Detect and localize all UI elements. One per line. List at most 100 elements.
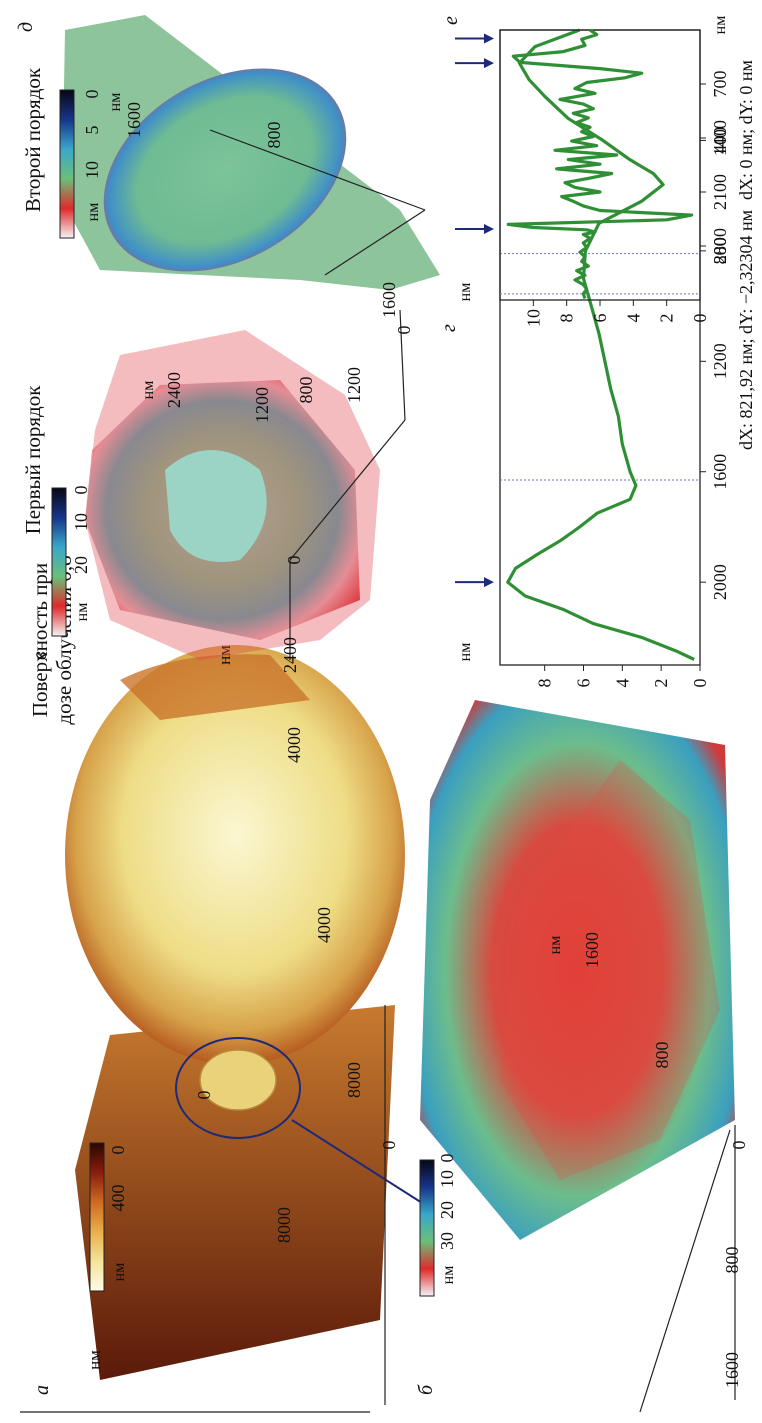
panel-d-cb-group4: 0	[82, 90, 102, 99]
panel-d-pit	[103, 68, 347, 272]
panel-b-xtick2-group: 1600	[582, 932, 602, 968]
chart-e-ytick-label: 10	[523, 309, 543, 327]
panel-b-cb-group5: 0	[437, 1154, 457, 1163]
chart-g-ytick-label: 8	[535, 679, 555, 688]
chart-e-xtick-label: 2800	[710, 228, 730, 264]
panel-b-xunit-group: нм	[547, 936, 564, 955]
heading-col1-line1: Поверхность при	[28, 563, 52, 717]
panel-a-label: а	[31, 1385, 53, 1395]
chart-e-ytick-label: 2	[657, 314, 677, 323]
panel-e-caption: dX: 0 нм; dY: 0 нм	[736, 60, 756, 200]
chart-g-xtick-label: 2000	[710, 564, 730, 600]
panel-b-surface	[420, 700, 735, 1240]
panel-b	[420, 700, 736, 1413]
panel-b-ytick-1: 1600	[722, 1352, 742, 1388]
panel-d-label: д	[15, 22, 37, 32]
panel-v-ytick2-group: 2400	[280, 637, 300, 673]
panel-a-base	[75, 1005, 395, 1380]
chart-g-ytick-label: 0	[690, 679, 710, 688]
panel-e-y-unit: нм	[457, 283, 474, 302]
panel-a-ytick-2: 8000	[344, 1062, 364, 1098]
panel-v-ytick-1: 1200	[344, 367, 364, 403]
panel-d-ytick0-group: 800	[296, 377, 316, 404]
panel-v-colorbar-tick-2: 0	[71, 486, 91, 495]
panel-a-y-unit: нм	[85, 1350, 104, 1370]
panel-a-dome	[65, 645, 405, 1065]
chart-e-ytick-label: 6	[590, 314, 610, 323]
panel-v-cb-group3: 10	[71, 513, 91, 531]
panel-d-xtick-1: 1600	[124, 102, 144, 138]
panel-e-yunit-group: нм	[457, 283, 474, 302]
panel-v-xtick-2: 2400	[164, 372, 184, 408]
panel-a-ridge	[120, 654, 310, 720]
panel-d-cb-group3: 5	[82, 126, 102, 135]
chart-e-xtick-label: 1400	[710, 120, 730, 156]
panel-b-xtick1-group: 800	[652, 1042, 672, 1069]
heading-col3: Второй порядок	[21, 67, 45, 212]
panel-v-xtick-1: 1200	[252, 387, 272, 423]
panel-d-colorbar	[59, 89, 75, 239]
panel-b-label: б	[415, 1384, 437, 1395]
chart-g-series-line	[506, 28, 695, 661]
chart-e-xtick-label: 700	[710, 71, 730, 98]
panel-e-caption-group: dX: 0 нм; dY: 0 нм	[736, 60, 756, 200]
chart-g-marker-arrowhead	[484, 577, 494, 588]
panel-b-xtick-2: 1600	[582, 932, 602, 968]
panel-v-ytick0-group: 0	[394, 326, 414, 335]
panel-a-ytick-1: 4000	[314, 907, 334, 943]
panel-v-ytick-2: 2400	[280, 637, 300, 673]
chart-e: 0 2 4 6 8 10 700 1400 2100 2800	[455, 28, 730, 327]
panel-a-cb-group: нм	[111, 1263, 128, 1282]
chart-g-ytick-label: 6	[573, 679, 593, 688]
panel-d-cb-group2: 10	[82, 161, 102, 179]
panel-v-colorbar-tick-0: 20	[71, 556, 91, 574]
panel-a-colorbar-unit: нм	[111, 1263, 128, 1282]
chart-e-series-line	[506, 28, 694, 300]
panel-a-xunit-group: нм	[215, 645, 234, 665]
panel-b-colorbar	[419, 1159, 435, 1297]
panel-a-colorbar-bar	[89, 1142, 105, 1292]
panel-d-xunit-group: нм	[107, 93, 124, 112]
chart-g-xtick-label: 800	[710, 237, 730, 264]
panel-b-cb-group: нм	[440, 1266, 457, 1285]
panel-v-colorbar-bar	[51, 487, 67, 637]
panel-d-xtick-0: 800	[264, 122, 284, 149]
panel-d-colorbar-tick-1: 5	[82, 126, 102, 135]
panel-a-xtick-1b-group: 0	[194, 1091, 214, 1100]
panel-a-zoom-arrow	[291, 1119, 431, 1209]
panel-d-colorbar-unit: нм	[85, 203, 102, 222]
panel-e-label: е	[440, 16, 462, 25]
panel-a-ytick-0: 0	[194, 1091, 214, 1100]
panel-d	[62, 15, 440, 290]
panel-v-cb-group4: 0	[71, 486, 91, 495]
panel-b-xtick-1: 800	[652, 1042, 672, 1069]
panel-a-xtick-2: 8000	[274, 1207, 294, 1243]
panel-d-x-unit: нм	[107, 93, 124, 112]
panel-b-colorbar-tick-2: 10	[437, 1170, 457, 1188]
panel-a	[20, 645, 434, 1413]
panel-g-y-unit: нм	[457, 643, 474, 662]
panel-v-colorbar	[51, 487, 67, 637]
panel-v-pit	[165, 450, 267, 562]
panel-d-cb-group: нм	[85, 203, 102, 222]
panel-v-xtick-0: 0	[284, 556, 304, 565]
panel-b-colorbar-unit: нм	[440, 1266, 457, 1285]
panel-v-xtick1-group: 1200	[252, 387, 272, 423]
chart-g-xtick-label: 400	[710, 127, 730, 154]
chart-e-ytick-label: 0	[690, 314, 710, 323]
panel-v-x-unit: нм	[140, 381, 157, 400]
chart-e-ytick-label: 4	[623, 314, 643, 323]
panel-d-colorbar-tick-0: 10	[82, 161, 102, 179]
panel-a-cb-group3: 0	[108, 1146, 128, 1155]
panel-a-cb-group2: 400	[108, 1185, 128, 1212]
panel-b-ytick1-group: 1600	[722, 1352, 742, 1388]
panel-a-colorbar	[89, 1142, 105, 1292]
panel-a-colorbar-tick-0: 400	[108, 1185, 128, 1212]
heading-col2: Первый порядок	[21, 385, 45, 535]
panel-d-ytick-0: 800	[296, 377, 316, 404]
panel-g-label: г	[438, 324, 460, 332]
panel-a-x-unit: нм	[215, 645, 234, 665]
panel-d-colorbar-bar	[59, 89, 75, 239]
panel-b-ytick0-group: 800	[722, 1247, 742, 1274]
